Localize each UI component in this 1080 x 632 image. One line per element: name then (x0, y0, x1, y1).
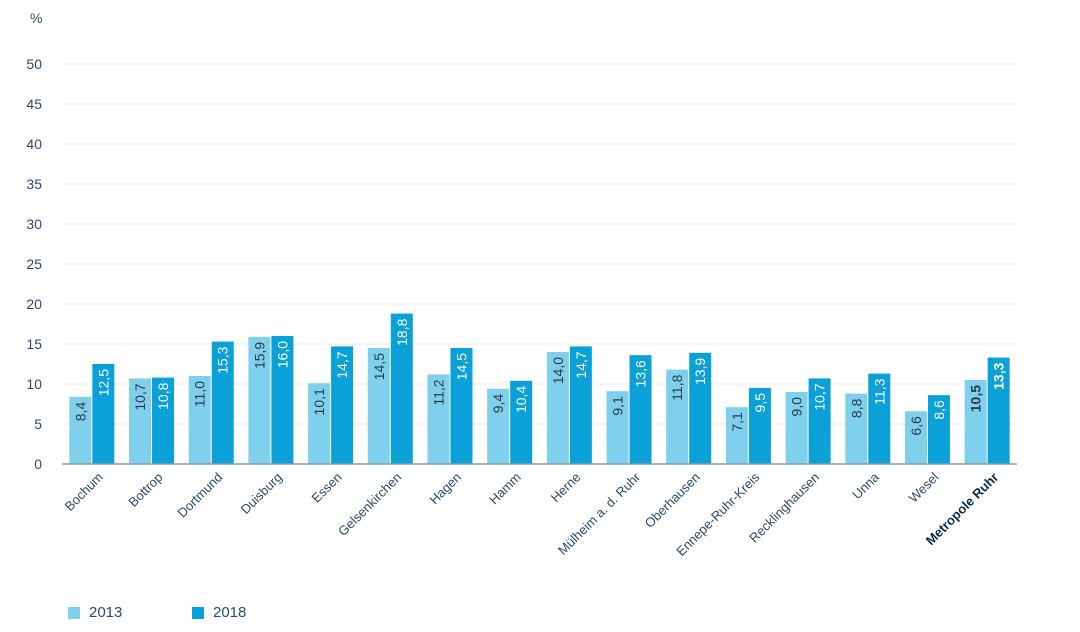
bar-2018 (569, 346, 592, 464)
y-tick-label: 50 (26, 56, 42, 72)
data-label-2018: 16,0 (274, 341, 290, 368)
data-label-2013: 9,1 (610, 396, 626, 416)
x-tick-label: Duisburg (238, 470, 285, 517)
data-label-2013: 11,2 (430, 379, 446, 405)
legend-label-2018: 2018 (213, 604, 247, 621)
data-label-2018: 13,3 (991, 362, 1007, 389)
legend-label-2013: 2013 (89, 604, 123, 621)
bar-2013 (427, 374, 450, 464)
y-tick-label: 0 (34, 456, 42, 472)
bar-2018 (927, 395, 950, 464)
legend-item-2018: 2018 (192, 604, 316, 621)
data-label-2018: 10,7 (812, 383, 828, 410)
bar-2013 (308, 383, 331, 464)
bar-2013 (69, 396, 92, 464)
x-tick-label: Unna (849, 469, 882, 502)
y-tick-label: 15 (26, 336, 42, 352)
bar-2013 (487, 388, 510, 464)
y-tick-label: 45 (26, 96, 42, 112)
data-label-2013: 8,8 (848, 398, 864, 418)
y-tick-label: 25 (26, 256, 42, 272)
bar-2018 (689, 352, 712, 464)
bar-2018 (450, 348, 473, 464)
data-label-2018: 9,5 (752, 393, 768, 413)
data-label-2018: 14,5 (453, 353, 469, 380)
legend-swatch-2013 (68, 606, 80, 619)
y-tick-label: 30 (26, 216, 42, 232)
x-tick-label: Bottrop (125, 470, 165, 510)
legend-item-2013: 2013 (68, 604, 192, 621)
y-tick-label: 5 (34, 416, 42, 432)
data-label-2013: 9,0 (789, 397, 805, 417)
y-unit-label: % (30, 10, 43, 26)
bar-2018 (331, 346, 354, 464)
data-label-2013: 8,4 (72, 402, 88, 422)
data-label-2018: 14,7 (573, 351, 589, 378)
bar-2013 (129, 378, 152, 464)
bar-2018 (629, 355, 652, 464)
x-tick-label: Dortmund (174, 470, 225, 521)
data-label-2018: 15,3 (215, 346, 231, 373)
data-label-2013: 15,9 (251, 342, 267, 369)
data-label-2013: 10,7 (132, 383, 148, 410)
data-label-2018: 10,4 (513, 386, 529, 413)
bar-2018 (868, 373, 891, 464)
data-label-2018: 11,3 (871, 378, 887, 404)
bar-2018 (271, 336, 294, 464)
y-tick-label: 40 (26, 136, 42, 152)
data-label-2013: 9,4 (490, 394, 506, 414)
data-label-2018: 13,6 (633, 360, 649, 387)
data-label-2013: 10,1 (311, 388, 327, 415)
legend: 2013 2018 (68, 604, 316, 621)
bar-2013 (188, 376, 211, 464)
legend-swatch-2018 (192, 606, 204, 619)
data-label-2013: 6,6 (908, 416, 924, 436)
bar-2013 (964, 380, 987, 464)
bar-2013 (904, 411, 927, 464)
x-tick-label: Herne (548, 470, 584, 506)
bar-2013 (666, 369, 689, 464)
y-tick-label: 20 (26, 296, 42, 312)
bar-2018 (211, 341, 234, 464)
x-tick-label: Oberhausen (642, 470, 703, 531)
bar-2013 (367, 348, 390, 464)
bar-2013 (845, 393, 868, 464)
data-label-2018: 18,8 (394, 318, 410, 345)
data-label-2018: 12,5 (95, 369, 111, 396)
x-tick-label: Hagen (426, 470, 464, 508)
x-tick-label: Bochum (62, 470, 106, 514)
data-label-2018: 10,8 (155, 382, 171, 409)
bar-2013 (606, 391, 629, 464)
bar-2018 (748, 388, 771, 464)
data-label-2013: 10,5 (968, 385, 984, 412)
bar-2013 (785, 392, 808, 464)
x-tick-label: Wesel (906, 469, 942, 505)
y-tick-label: 10 (26, 376, 42, 392)
bar-2013 (248, 336, 271, 464)
bar-2018 (987, 357, 1010, 464)
data-label-2013: 14,0 (550, 357, 566, 384)
data-label-2018: 14,7 (334, 351, 350, 378)
x-tick-label: Essen (309, 470, 345, 506)
x-tick-label: Gelsenkirchen (335, 470, 404, 539)
bar-2013 (725, 407, 748, 464)
x-tick-label: Hamm (486, 470, 524, 508)
bar-2018 (808, 378, 831, 464)
bar-2018 (390, 313, 413, 464)
data-label-2018: 8,6 (931, 400, 947, 420)
data-label-2018: 13,9 (692, 358, 708, 385)
data-label-2013: 11,8 (669, 374, 685, 400)
bar-2018 (510, 380, 533, 464)
bar-2018 (92, 364, 115, 464)
data-label-2013: 11,0 (192, 381, 208, 407)
y-tick-label: 35 (26, 176, 42, 192)
bar-2018 (152, 377, 175, 464)
data-label-2013: 7,1 (729, 412, 745, 432)
bar-2013 (546, 352, 569, 464)
data-label-2013: 14,5 (371, 353, 387, 380)
